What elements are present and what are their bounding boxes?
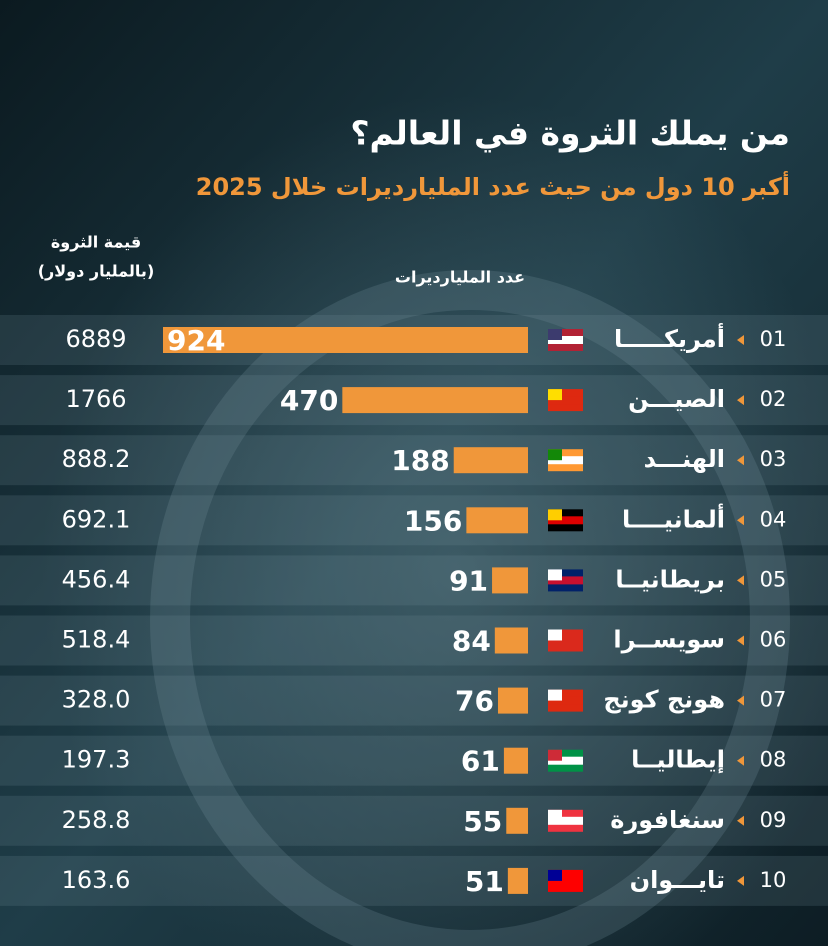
value-label: 61 [461,745,500,778]
rank: 08 [760,748,787,772]
pointer [737,515,744,526]
flag [548,696,583,705]
pointer [737,815,744,826]
count-header: عدد المليارديرات [395,268,525,287]
wealth-header: (بالمليار دولار) [38,262,155,281]
bar [342,387,528,414]
pointer [737,875,744,886]
flag [548,396,583,405]
flag [548,329,562,340]
country: سويســرا [613,626,725,654]
flag [548,509,562,521]
rank: 04 [760,507,787,531]
row-band [0,735,828,786]
country: تايـــوان [630,866,725,894]
wealth-value: 197.3 [62,746,131,774]
pointer [737,575,744,586]
flag [548,636,583,645]
value-label: 924 [167,324,225,357]
bar [163,327,528,353]
row-band [0,795,828,846]
row-band [0,555,828,606]
rank: 03 [760,447,787,471]
rank: 02 [760,387,787,411]
rank: 06 [760,628,787,652]
bar [453,447,528,474]
wealth-value: 456.4 [62,565,131,593]
bar [466,507,528,534]
value-label: 91 [449,564,488,597]
bar [507,867,528,894]
rank: 05 [760,567,787,591]
flag [548,756,583,765]
country: أمريكـــــا [614,323,725,353]
wealth-value: 518.4 [62,626,131,654]
country: إيطاليــا [631,746,725,774]
row-band [0,675,828,726]
bar [506,807,528,834]
row-band [0,495,828,546]
subtitle: أكبر 10 دول من حيث عدد المليارديرات خلال… [196,171,790,201]
flag [548,809,562,821]
flag [548,456,583,465]
rank: 09 [760,808,787,832]
flag [548,516,583,525]
pointer [737,695,744,706]
country: الهنـــد [644,445,725,473]
flag [548,869,562,881]
flag [548,569,562,581]
pointer [737,455,744,466]
value-label: 470 [280,384,338,417]
decor-ring [150,270,790,946]
flag [548,749,562,761]
country: سنغافورة [610,806,725,834]
row-band [0,615,828,666]
bar [503,747,528,774]
value-label: 188 [391,444,449,477]
wealth-value: 692.1 [62,505,131,533]
flag [548,449,562,461]
pointer [737,395,744,406]
flag [548,876,583,885]
wealth-value: 163.6 [62,866,131,894]
pointer [737,335,744,345]
rank: 07 [760,688,787,712]
pointer [737,755,744,766]
flag [548,689,562,701]
wealth-value: 258.8 [62,806,131,834]
value-label: 84 [452,625,491,658]
pointer [737,635,744,646]
rank: 01 [760,327,787,351]
value-label: 51 [465,865,504,898]
row-band [0,435,828,486]
rows: 01 أمريكـــــا 6889 924 02 الصيـــن 1766 470 03 ا… [0,315,828,906]
bar [492,567,528,594]
bar [497,687,528,714]
wealth-value: 888.2 [62,445,131,473]
bar [494,627,528,654]
value-label: 76 [455,685,494,718]
country: هونج كونج [603,686,725,714]
value-label: 55 [463,805,502,838]
row-band [0,855,828,906]
rank: 10 [760,868,787,892]
title: من يملك الثروة في العالم؟ [350,114,790,154]
country: بريطانيــا [615,565,725,593]
wealth-value: 1766 [65,385,126,413]
country: الصيـــن [628,385,725,413]
flag [548,629,562,641]
wealth-value: 6889 [65,325,126,353]
country: ألمانيــــا [622,503,725,533]
value-label: 156 [404,504,462,537]
wealth-header: قيمة الثروة [51,233,141,252]
wealth-value: 328.0 [62,686,131,714]
flag [548,336,583,344]
flag [548,389,562,401]
flag [548,576,583,585]
flag [548,816,583,825]
